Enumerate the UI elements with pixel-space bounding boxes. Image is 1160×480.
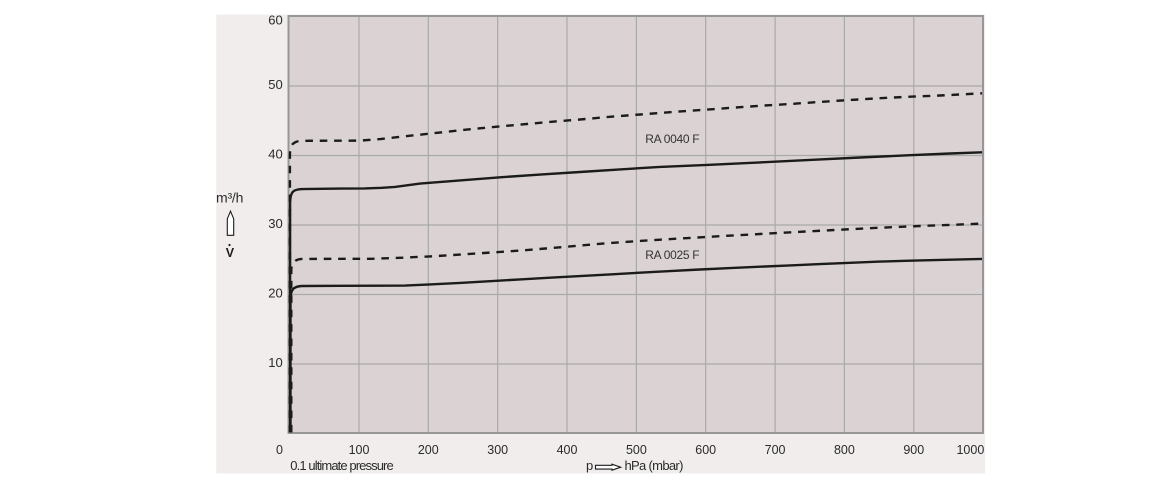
svg-text:400: 400 [557,443,578,457]
svg-text:600: 600 [695,443,716,457]
svg-text:RA 0040 F: RA 0040 F [645,132,699,146]
svg-text:p: p [586,458,593,473]
svg-text:RA 0025 F: RA 0025 F [645,248,699,262]
svg-text:40: 40 [268,146,282,161]
svg-text:50: 50 [268,77,282,92]
svg-text:100: 100 [349,443,370,457]
svg-text:900: 900 [903,443,924,457]
svg-text:hPa (mbar): hPa (mbar) [625,458,684,473]
svg-text:800: 800 [834,443,855,457]
svg-text:V: V [226,246,235,260]
svg-text:0: 0 [276,443,283,457]
svg-text:0.1 ultimate pressure: 0.1 ultimate pressure [290,458,393,473]
svg-text:200: 200 [418,443,439,457]
svg-text:700: 700 [765,443,786,457]
svg-text:30: 30 [268,216,282,231]
svg-text:300: 300 [487,443,508,457]
svg-text:1000: 1000 [956,443,984,457]
svg-text:m³/h: m³/h [216,190,243,206]
svg-text:500: 500 [626,443,647,457]
svg-text:60: 60 [268,12,282,27]
svg-text:20: 20 [268,285,282,300]
svg-text:10: 10 [268,355,282,370]
